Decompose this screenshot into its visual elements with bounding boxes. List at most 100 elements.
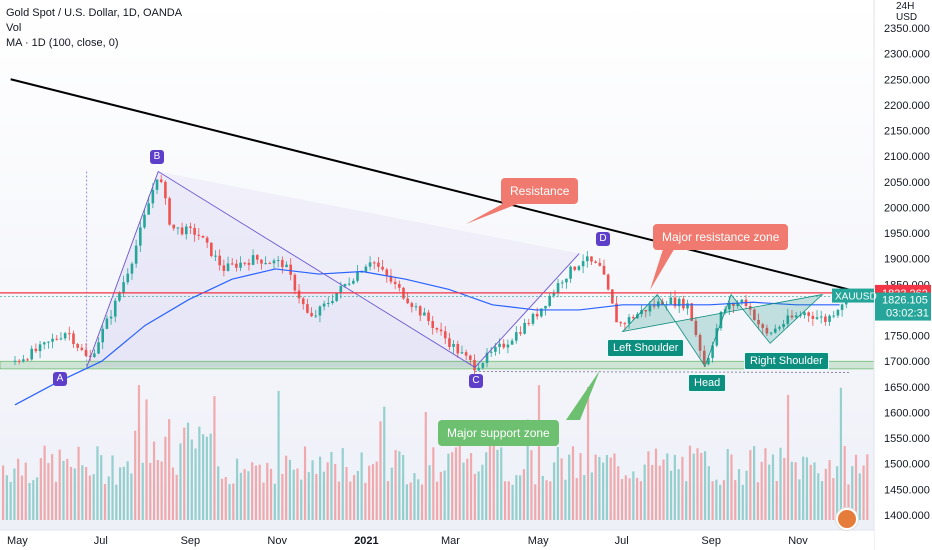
candle-body (143, 214, 146, 228)
candle-body (322, 303, 326, 307)
volume-bar (654, 448, 658, 520)
volume-bar (775, 481, 778, 520)
candle-body (623, 323, 627, 325)
volume-bar (439, 471, 442, 520)
volume-bar (258, 464, 261, 520)
volume-bar (292, 469, 295, 520)
candle-body (819, 316, 823, 318)
candle-body (356, 271, 359, 281)
volume-bar (764, 448, 767, 520)
candle-body (13, 360, 17, 362)
volume-bar (54, 481, 58, 520)
volume-bar (311, 460, 314, 520)
candle-body (218, 255, 221, 266)
volume-bar (375, 461, 378, 520)
candle-body (63, 333, 67, 339)
volume-bar (126, 461, 129, 520)
volume-bar (413, 473, 416, 520)
volume-bar (469, 453, 473, 520)
volume-bar (549, 481, 552, 520)
volume-bar (466, 458, 469, 520)
volume-bar (107, 476, 110, 520)
volume-bar (330, 451, 333, 520)
point-a: A (53, 372, 67, 386)
descending-trendline (10, 78, 853, 292)
volume-bar (749, 450, 752, 520)
legend-ma[interactable]: MA · 1D (100, close, 0) (6, 37, 119, 49)
candle-body (243, 262, 247, 264)
candle-body (314, 315, 318, 317)
candle-body (631, 317, 635, 319)
candle-body (707, 357, 710, 365)
candle-body (193, 227, 196, 235)
y-tick-label: 2350.000 (884, 23, 930, 35)
volume-bar (345, 467, 348, 520)
candle-body (544, 305, 547, 309)
volume-bar (190, 439, 193, 520)
candle-body (285, 264, 288, 268)
volume-bar (817, 473, 820, 520)
point-d: D (596, 232, 610, 246)
volume-bar (534, 484, 537, 520)
volume-bar (269, 468, 273, 520)
x-tick-label: May (528, 535, 549, 547)
volume-bar (715, 479, 718, 520)
chart-legend: Gold Spot / U.S. Dollar, 1D, OANDA Vol M… (6, 6, 182, 51)
candle-body (289, 264, 292, 275)
volume-bar (13, 468, 16, 520)
candle-body (427, 312, 430, 322)
volume-bar (594, 454, 597, 520)
volume-bar (424, 411, 427, 520)
candle-body (347, 283, 351, 285)
legend-title[interactable]: Gold Spot / U.S. Dollar, 1D, OANDA (6, 7, 183, 19)
volume-bar (179, 443, 182, 520)
volume-bar (756, 482, 759, 520)
current-price-text: 1826.105 (882, 295, 928, 307)
candle-body (753, 309, 756, 320)
candle-body (828, 315, 831, 322)
volume-bar (383, 406, 386, 520)
volume-bar (809, 464, 812, 520)
candle-body (439, 329, 443, 332)
volume-bar (620, 479, 624, 520)
volume-bar (364, 482, 367, 520)
abcd-pattern-line (86, 170, 580, 368)
volume-bar (288, 459, 292, 520)
symbol-tag[interactable] (832, 288, 874, 303)
y-tick-label: 1500.000 (884, 459, 930, 471)
volume-bar (666, 453, 669, 520)
volume-bar (152, 441, 156, 520)
volume-bar (719, 484, 722, 520)
candle-body (510, 340, 514, 345)
y-tick-label: 1600.000 (884, 407, 930, 419)
volume-bar (368, 465, 371, 520)
candle-body (577, 266, 581, 270)
volume-bar (247, 471, 250, 520)
y-tick-label: 2050.000 (884, 177, 930, 189)
candle-body (226, 263, 230, 271)
x-tick-label: Sep (181, 535, 201, 547)
volume-bar (58, 449, 61, 520)
legend-vol[interactable]: Vol (6, 22, 22, 34)
candle-body (260, 259, 263, 264)
candle-body (122, 282, 125, 293)
candle-body (648, 305, 652, 312)
candle-body (201, 235, 205, 238)
candle-body (548, 295, 551, 306)
candle-body (377, 262, 380, 267)
volume-bar (854, 454, 858, 520)
x-tick-label: Sep (701, 535, 721, 547)
candle-body (109, 316, 113, 319)
volume-bar (541, 475, 544, 520)
volume-bar (598, 456, 601, 520)
candle-body (807, 312, 810, 316)
candle-body (711, 345, 714, 358)
candle-body (702, 350, 706, 365)
candle-body (51, 338, 54, 342)
candle-body (17, 360, 21, 362)
candle-body (339, 286, 343, 294)
volume-bar (409, 482, 412, 520)
candle-body (811, 315, 815, 319)
volume-bar (500, 447, 503, 520)
